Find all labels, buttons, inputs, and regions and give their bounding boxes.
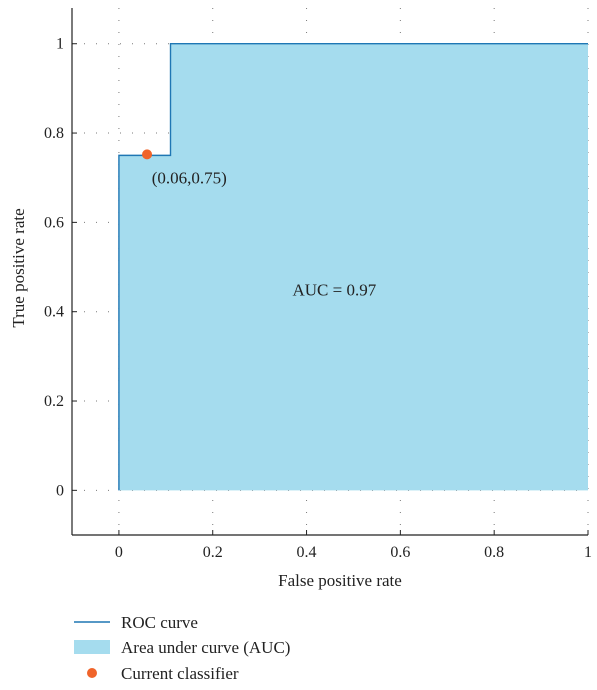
- y-tick-label-5: 1: [56, 36, 64, 53]
- x-tick-label-4: 0.8: [484, 544, 504, 561]
- legend-auc-swatch: [74, 640, 110, 654]
- y-tick-label-3: 0.6: [44, 214, 64, 231]
- axes: [71, 8, 589, 536]
- x-tick-label-1: 0.2: [203, 544, 223, 561]
- y-tick-label-4: 0.8: [44, 125, 64, 142]
- auc-area-layer: [118, 43, 588, 491]
- y-tick-label-1: 0.2: [44, 393, 64, 410]
- x-tick-label-0: 0: [115, 544, 123, 561]
- annotation-0: (0.06,0.75): [152, 169, 227, 188]
- annotation-1: AUC = 0.97: [292, 280, 376, 299]
- legend-classifier-label: Current classifier: [121, 664, 239, 683]
- y-axis-label: True positive rate: [9, 208, 28, 327]
- y-tick-label-2: 0.4: [44, 304, 64, 321]
- legend-roc-label: ROC curve: [121, 613, 198, 632]
- tick-labels: 0 0.2 0.4 0.6 0.8 1 0 0.2 0.4 0.6 0.8 1: [44, 36, 592, 561]
- y-tick-label-0: 0: [56, 482, 64, 499]
- x-tick-label-5: 1: [584, 544, 592, 561]
- roc-curve-line: [118, 43, 588, 491]
- x-axis-label: False positive rate: [278, 571, 402, 590]
- classifier-point-0: [142, 149, 153, 160]
- x-tick-label-3: 0.6: [390, 544, 410, 561]
- classifier-points: [142, 149, 153, 160]
- roc-curve-layer: [118, 43, 588, 491]
- annotations: (0.06,0.75) AUC = 0.97: [152, 169, 377, 300]
- x-tick-label-2: 0.4: [297, 544, 317, 561]
- legend-auc-label: Area under curve (AUC): [121, 638, 290, 657]
- legend-classifier-swatch: [87, 668, 97, 678]
- legend: ROC curve Area under curve (AUC) Current…: [74, 613, 290, 683]
- auc-area: [118, 43, 588, 491]
